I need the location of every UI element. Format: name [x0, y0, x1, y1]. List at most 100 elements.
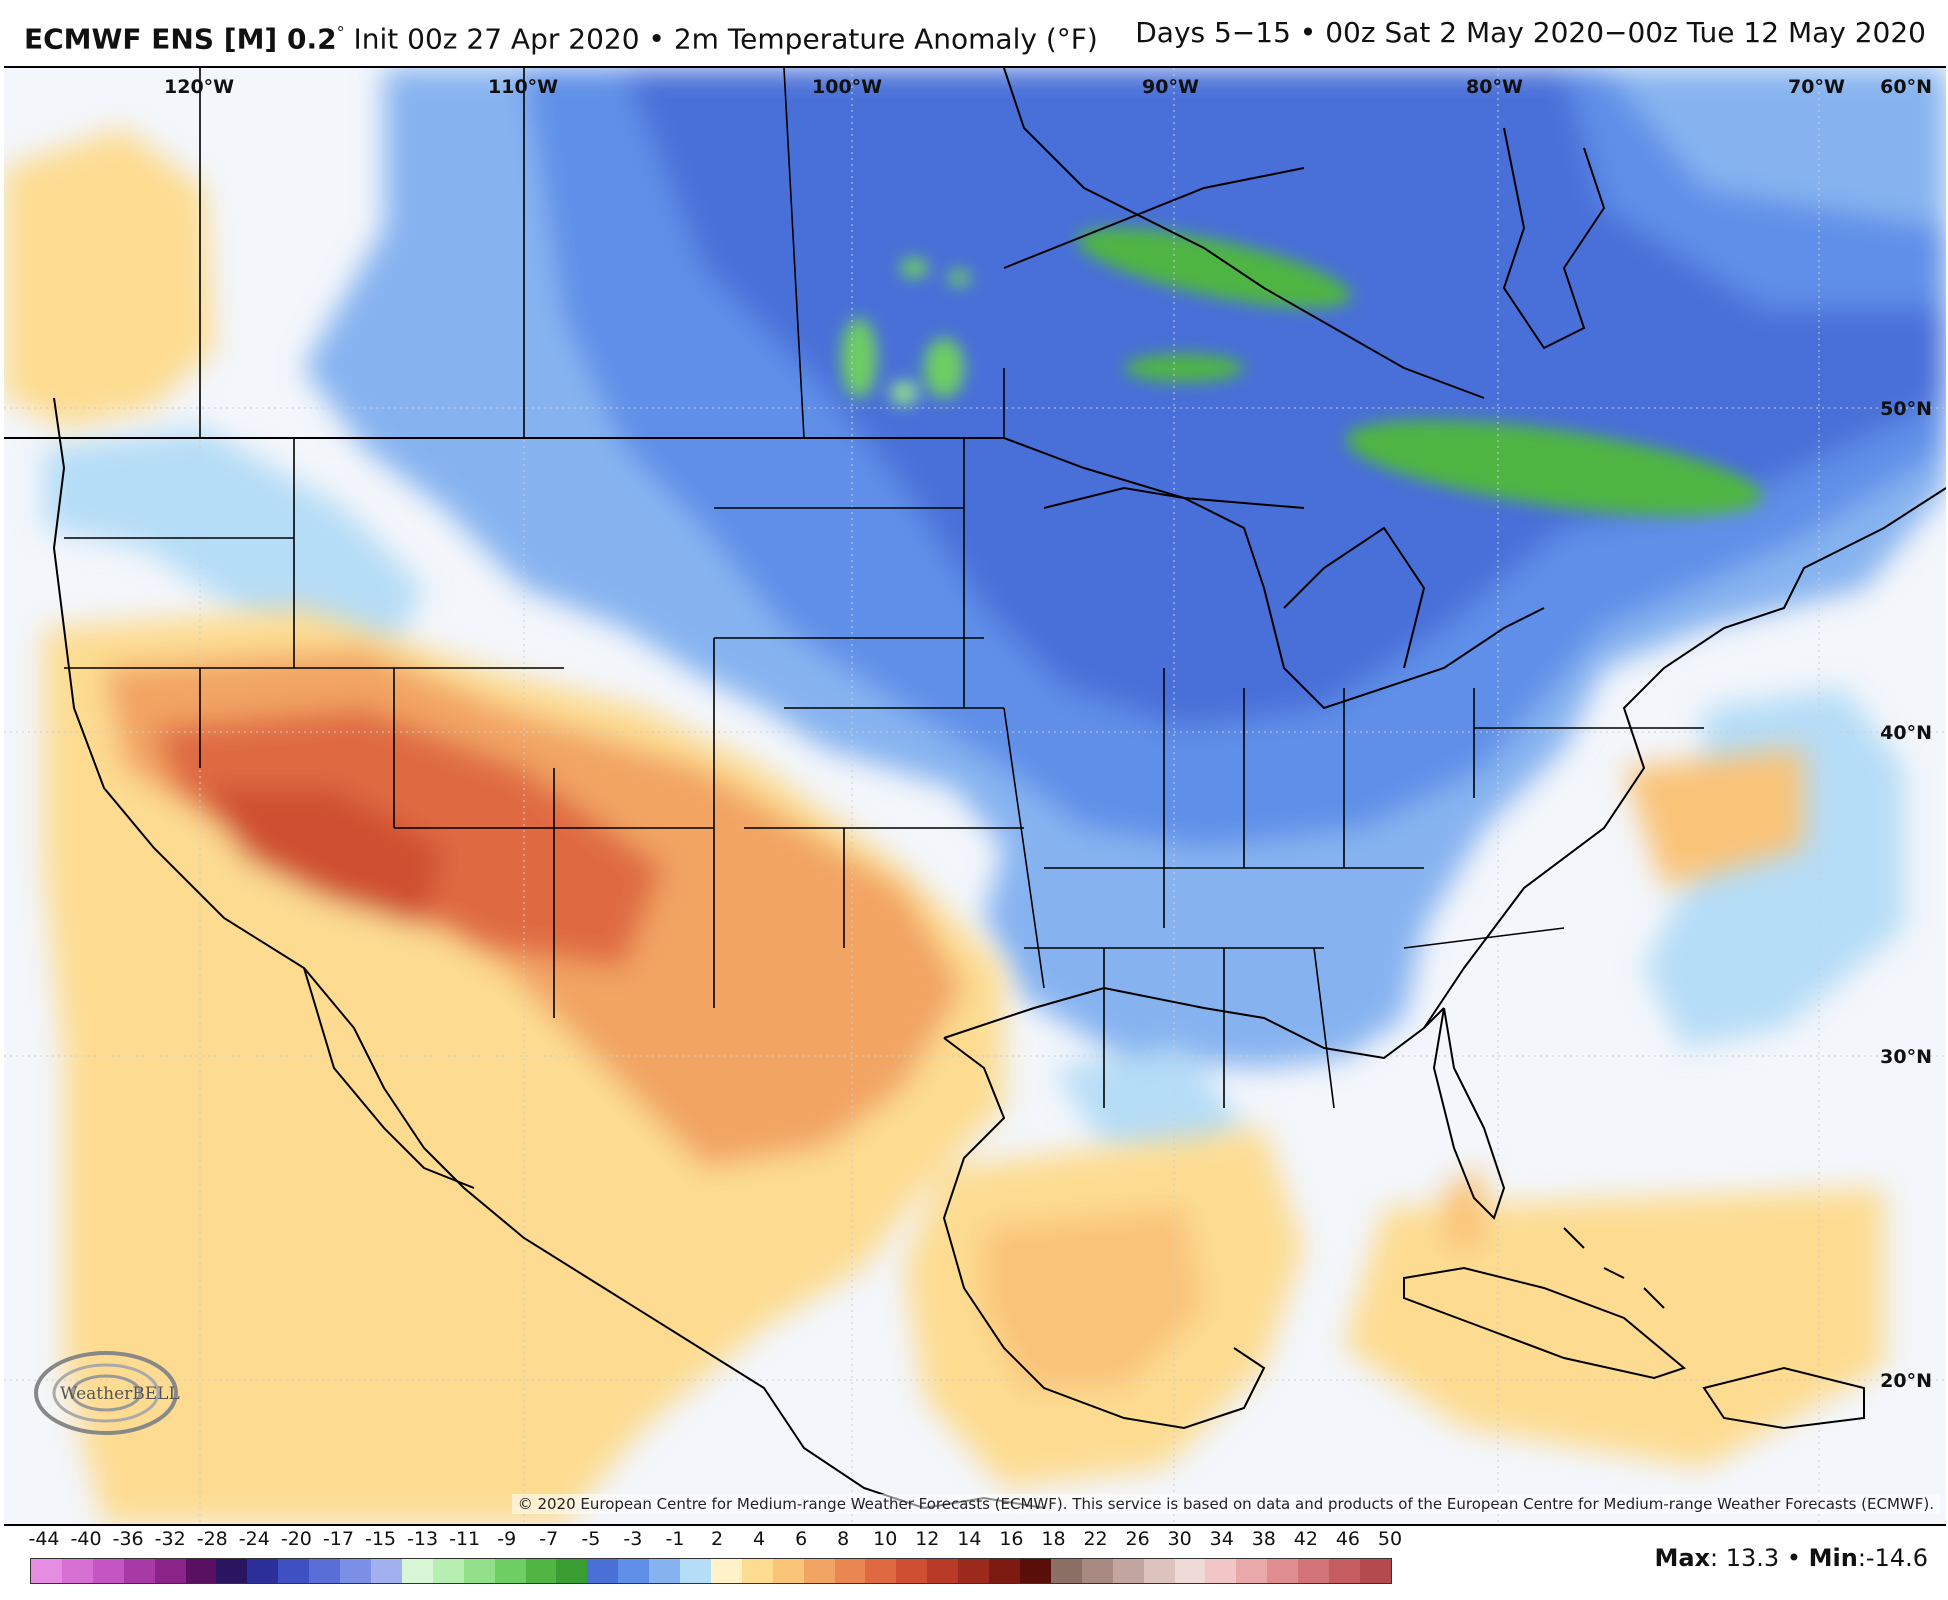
map-header: ECMWF ENS [M] 0.2° Init 00z 27 Apr 2020 … — [0, 0, 1948, 66]
legend-swatch — [154, 1559, 186, 1583]
copyright-notice: © 2020 European Centre for Medium-range … — [511, 1494, 1940, 1514]
legend-tick-label: -24 — [238, 1528, 270, 1550]
legend-swatch — [741, 1559, 773, 1583]
legend-swatch — [278, 1559, 310, 1583]
legend-swatch — [587, 1559, 619, 1583]
state-boundaries — [64, 68, 1704, 1109]
legend-tick-label: -15 — [364, 1528, 397, 1550]
lon-label-90w: 90°W — [1142, 76, 1199, 98]
min-value: :-14.6 — [1857, 1544, 1928, 1572]
lon-label-110w: 110°W — [488, 76, 559, 98]
legend-swatch — [618, 1559, 650, 1583]
weatherbell-logo: WeatherBELL — [34, 1351, 180, 1435]
legend-swatch — [1174, 1559, 1206, 1583]
field-name: 2m Temperature Anomaly (°F) — [673, 22, 1098, 56]
legend-tick-label: 34 — [1209, 1528, 1234, 1550]
anomaly-map — [4, 68, 1946, 1524]
lat-label-40n: 40°N — [1880, 722, 1932, 744]
legend-swatch — [680, 1559, 711, 1583]
legend-tick-label: 8 — [837, 1528, 850, 1550]
legend-tick-label: 14 — [957, 1528, 982, 1550]
legend-swatch — [370, 1559, 402, 1583]
lat-label-20n: 20°N — [1880, 1370, 1932, 1392]
legend-tick-label: -1 — [665, 1528, 685, 1550]
init-time: Init 00z 27 Apr 2020 — [344, 22, 640, 56]
lon-label-100w: 100°W — [812, 76, 883, 98]
legend-tick-labels: -44 -40 -36 -32 -28 -24 -20 -17 -15 -13 -11 -9 -7 -5-… — [28, 1528, 1403, 1554]
legend-tick-label: 46 — [1335, 1528, 1361, 1550]
valid-period: Days 5−15 • 00z Sat 2 May 2020−00z Tue 1… — [1135, 16, 1926, 49]
legend-swatch — [958, 1559, 990, 1583]
legend-swatch — [803, 1559, 835, 1583]
legend-tick-label: 38 — [1251, 1528, 1276, 1550]
legend-tick-label: 6 — [795, 1528, 808, 1550]
legend-swatch — [710, 1559, 742, 1583]
header-bullet: • — [639, 22, 674, 56]
legend-swatch — [92, 1559, 124, 1583]
legend-swatch — [1050, 1559, 1082, 1583]
legend-swatch — [309, 1559, 341, 1583]
legend-tick-label: 30 — [1167, 1528, 1192, 1550]
legend-tick-label: 26 — [1125, 1528, 1150, 1550]
legend-tick-label: 18 — [1041, 1528, 1066, 1550]
legend-tick-label: 22 — [1083, 1528, 1108, 1550]
lon-label-80w: 80°W — [1466, 76, 1523, 98]
header-left: ECMWF ENS [M] 0.2° Init 00z 27 Apr 2020 … — [24, 0, 1098, 72]
legend-swatch — [1236, 1559, 1268, 1583]
legend-tick-label: 2 — [710, 1528, 724, 1550]
legend-swatch — [1112, 1559, 1144, 1583]
legend-tick-label: -28 — [196, 1528, 228, 1550]
legend-swatch — [494, 1559, 526, 1583]
legend-swatch — [185, 1559, 217, 1583]
legend-swatch — [989, 1559, 1020, 1583]
legend-tick-label: -36 — [112, 1528, 144, 1550]
legend-tick-label: 4 — [753, 1528, 766, 1550]
legend-swatch — [216, 1559, 248, 1583]
legend-swatch — [123, 1559, 155, 1583]
lon-label-120w: 120°W — [164, 76, 235, 98]
legend-swatch — [1205, 1559, 1237, 1583]
legend-swatch — [896, 1559, 928, 1583]
legend-swatch — [1267, 1559, 1299, 1583]
legend-swatch — [927, 1559, 959, 1583]
legend-tick-label: -40 — [70, 1528, 102, 1550]
legend-tick-label: -20 — [280, 1528, 312, 1550]
legend-color-bar — [30, 1558, 1392, 1584]
map-area: 120°W 110°W 100°W 90°W 80°W 70°W 60°N 50… — [4, 66, 1946, 1526]
legend-swatch — [1329, 1559, 1360, 1583]
legend-swatch — [772, 1559, 804, 1583]
legend-swatch — [31, 1559, 62, 1583]
cold-anomaly-regions — [44, 68, 1946, 1168]
lat-label-30n: 30°N — [1880, 1046, 1932, 1068]
min-label: Min — [1808, 1544, 1858, 1572]
lat-label-60n: 60°N — [1880, 76, 1932, 98]
max-label: Max — [1654, 1544, 1711, 1572]
legend-swatch — [340, 1559, 371, 1583]
legend-swatch — [432, 1559, 464, 1583]
max-min-stats: Max: 13.3 • Min:-14.6 — [1654, 1544, 1928, 1572]
legend-tick-label: 50 — [1377, 1528, 1403, 1550]
degree-mark: ° — [336, 23, 345, 42]
legend-swatch — [556, 1559, 588, 1583]
max-value: : 13.3 — [1710, 1544, 1780, 1572]
legend-tick-label: 16 — [999, 1528, 1024, 1550]
legend-tick-label: 10 — [873, 1528, 898, 1550]
legend-swatch — [525, 1559, 557, 1583]
legend-tick-label: -13 — [407, 1528, 439, 1550]
legend-tick-label: 42 — [1293, 1528, 1318, 1550]
legend-tick-label: -3 — [623, 1528, 643, 1550]
legend-swatch — [1359, 1559, 1391, 1583]
strong-cold-patches — [841, 228, 1763, 516]
lon-label-70w: 70°W — [1788, 76, 1845, 98]
legend-tick-label: -17 — [322, 1528, 354, 1550]
color-legend: -44 -40 -36 -32 -28 -24 -20 -17 -15 -13 -11 -9 -7 -5-… — [28, 1528, 1403, 1588]
graticule — [4, 68, 1946, 1524]
lat-label-50n: 50°N — [1880, 398, 1932, 420]
svg-text:WeatherBELL: WeatherBELL — [60, 1384, 180, 1404]
legend-tick-label: -9 — [497, 1528, 517, 1550]
legend-swatch — [1081, 1559, 1113, 1583]
legend-tick-label: -5 — [581, 1528, 601, 1550]
legend-tick-label: -32 — [154, 1528, 186, 1550]
legend-swatch — [247, 1559, 279, 1583]
legend-swatch — [463, 1559, 495, 1583]
